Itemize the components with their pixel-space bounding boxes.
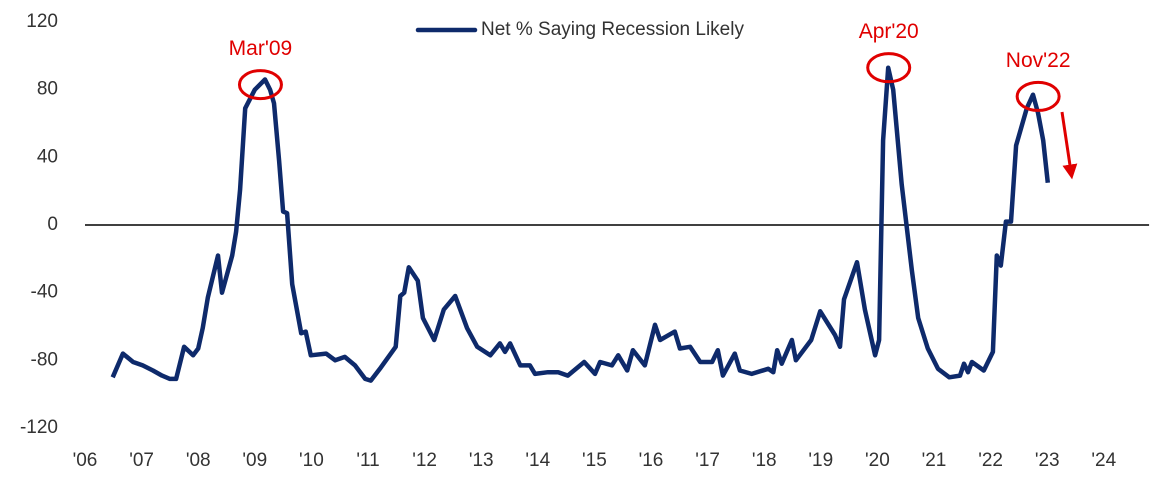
x-tick-label: '17	[695, 450, 720, 471]
annotation-circle	[237, 69, 283, 101]
y-tick-label: 120	[26, 11, 58, 32]
annotation-label: Apr'20	[859, 20, 919, 43]
x-tick-label: '16	[639, 450, 664, 471]
x-tick-label: '11	[356, 450, 379, 471]
y-tick-label: -80	[31, 349, 58, 370]
y-tick-label: 40	[37, 146, 58, 167]
y-tick-label: 0	[47, 214, 58, 235]
annotation-label: Mar'09	[229, 37, 293, 60]
x-tick-label: '14	[525, 450, 550, 471]
annotation-label: Nov'22	[1006, 49, 1071, 72]
y-tick-label: 80	[37, 79, 58, 100]
x-tick-label: '13	[469, 450, 494, 471]
x-tick-label: '10	[299, 450, 324, 471]
x-tick-label: '20	[865, 450, 890, 471]
x-tick-label: '15	[582, 450, 607, 471]
x-tick-label: '18	[752, 450, 777, 471]
x-tick-label: '07	[129, 450, 154, 471]
x-tick-label: '09	[242, 450, 267, 471]
x-tick-label: '23	[1035, 450, 1060, 471]
x-tick-label: '12	[412, 450, 437, 471]
x-tick-label: '22	[978, 450, 1003, 471]
annotation-circle	[866, 52, 912, 84]
x-tick-label: '06	[73, 450, 98, 471]
x-tick-label: '21	[922, 450, 947, 471]
legend-label: Net % Saying Recession Likely	[481, 19, 744, 40]
x-tick-label: '24	[1091, 450, 1116, 471]
x-tick-label: '19	[808, 450, 833, 471]
annotation-circle	[1015, 80, 1061, 112]
x-tick-label: '08	[186, 450, 211, 471]
y-tick-label: -40	[31, 282, 58, 303]
y-tick-label: -120	[20, 417, 58, 438]
data-line	[110, 65, 1051, 383]
trend-arrow	[1060, 111, 1078, 180]
